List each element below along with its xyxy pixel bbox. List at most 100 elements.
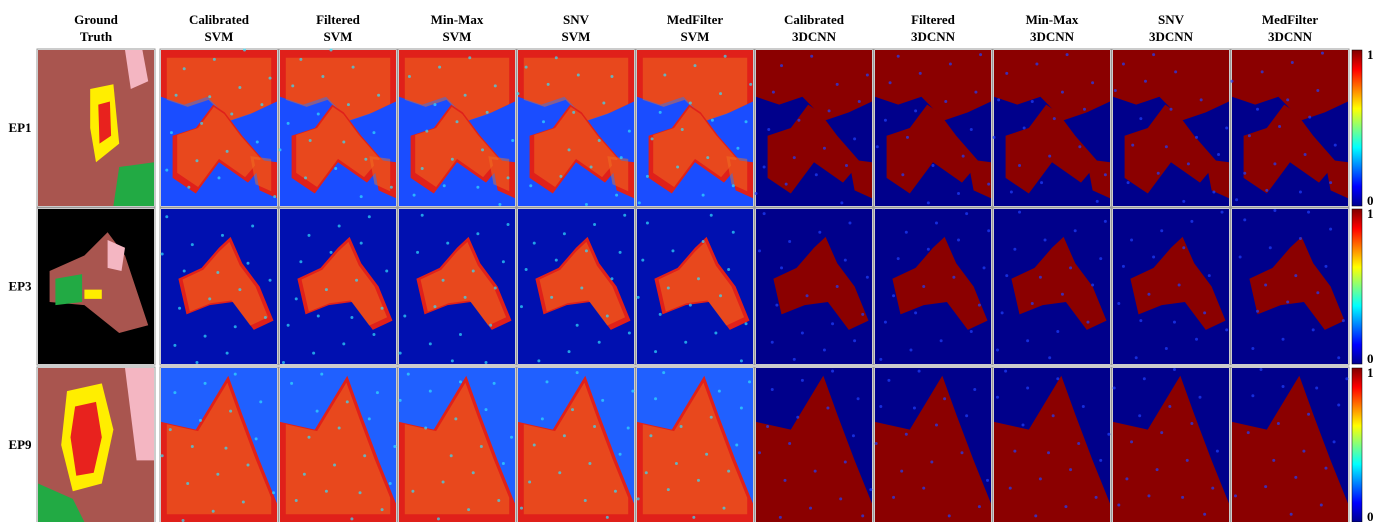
speckle [1138, 414, 1141, 417]
speckle [697, 479, 700, 482]
speckle [350, 316, 353, 319]
speckle [620, 156, 623, 159]
speckle [480, 445, 483, 448]
speckle [279, 148, 282, 151]
speckle [745, 322, 748, 325]
speckle [1048, 356, 1051, 359]
speckle [987, 229, 990, 232]
colorbar [1352, 50, 1362, 206]
speckle [497, 499, 500, 502]
speckle [659, 111, 662, 114]
speckle [1182, 246, 1185, 249]
speckle [610, 277, 613, 280]
speckle [533, 242, 536, 245]
speckle [763, 166, 766, 169]
colorbar-label: 1 [1367, 47, 1374, 62]
speckle [1200, 98, 1203, 101]
speckle [1208, 274, 1211, 277]
speckle [208, 297, 211, 300]
speckle [702, 240, 705, 243]
speckle [1001, 311, 1004, 314]
speckle [352, 66, 355, 69]
speckle [230, 112, 233, 115]
column-header: 3DCNN [1268, 29, 1313, 44]
speckle [718, 390, 721, 393]
speckle [1345, 377, 1348, 380]
speckle [299, 260, 302, 263]
speckle [694, 64, 697, 67]
speckle [1304, 153, 1307, 156]
speckle [740, 359, 743, 362]
speckle [1256, 310, 1259, 313]
speckle [1005, 72, 1008, 75]
speckle [1156, 468, 1159, 471]
speckle [654, 350, 657, 353]
speckle [204, 382, 207, 385]
speckle [191, 243, 194, 246]
speckle [368, 417, 371, 420]
speckle [264, 316, 267, 319]
speckle [1022, 423, 1025, 426]
panel [636, 49, 754, 207]
speckle [542, 120, 545, 123]
speckle [1147, 293, 1150, 296]
speckle [628, 130, 631, 133]
speckle [238, 288, 241, 291]
speckle [316, 410, 319, 413]
speckle [1160, 229, 1163, 232]
speckle [775, 304, 778, 307]
speckle [580, 287, 583, 290]
speckle [1122, 265, 1125, 268]
speckle [598, 341, 601, 344]
speckle [1277, 422, 1280, 425]
speckle [932, 164, 935, 167]
speckle [234, 373, 237, 376]
panel [160, 208, 278, 365]
speckle [1272, 459, 1275, 462]
speckle [667, 488, 670, 491]
speckle [914, 109, 917, 112]
speckle [1203, 513, 1206, 516]
panel [636, 208, 754, 365]
speckle [831, 322, 834, 325]
panel [517, 49, 636, 207]
speckle [476, 232, 479, 235]
speckle [507, 176, 510, 179]
speckle [1104, 173, 1107, 176]
speckle [525, 268, 528, 271]
column-header: SVM [324, 29, 353, 44]
speckle [631, 390, 634, 393]
speckle [256, 141, 259, 144]
speckle [1066, 53, 1069, 56]
speckle [724, 55, 727, 58]
speckle [195, 159, 198, 162]
speckle [710, 214, 713, 217]
speckle [1052, 414, 1055, 417]
speckle [1056, 377, 1059, 380]
speckle [1186, 459, 1189, 462]
speckle [1139, 319, 1142, 322]
panel [1231, 49, 1350, 207]
speckle [1316, 291, 1319, 294]
speckle [364, 158, 367, 161]
speckle [826, 407, 829, 410]
speckle [208, 95, 211, 98]
speckle [577, 73, 580, 76]
speckle [421, 214, 424, 217]
speckle [195, 361, 198, 364]
speckle [815, 173, 818, 176]
speckle [705, 453, 708, 456]
speckle [836, 83, 839, 86]
panel [1112, 367, 1230, 522]
speckle [416, 251, 419, 254]
speckle [165, 169, 168, 172]
speckle [1256, 108, 1259, 111]
speckle [408, 75, 411, 78]
speckle [320, 373, 323, 376]
speckle [334, 167, 337, 170]
speckle [1174, 70, 1177, 73]
speckle [772, 91, 775, 94]
speckle [282, 361, 285, 364]
speckle [1308, 116, 1311, 119]
speckle [900, 470, 903, 473]
